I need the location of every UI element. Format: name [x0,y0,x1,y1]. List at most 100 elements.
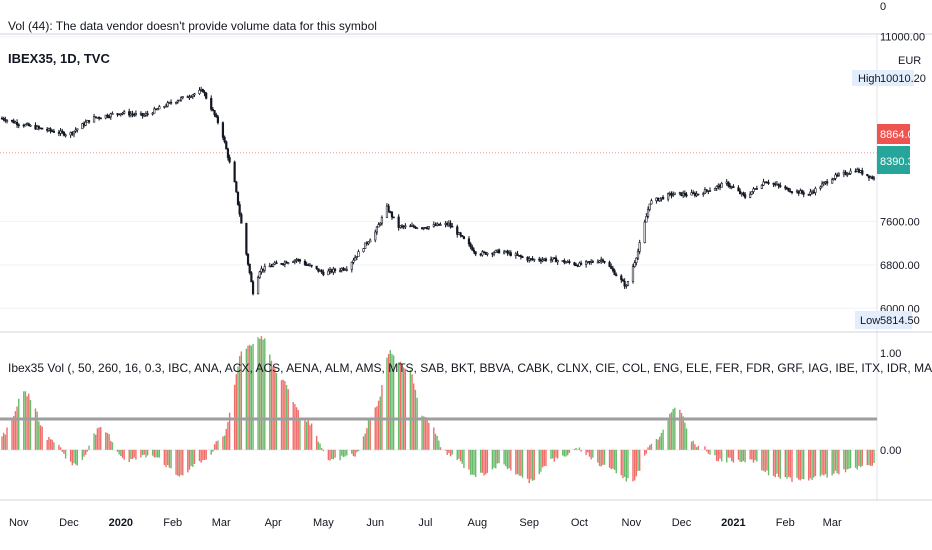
candle-body [397,216,400,228]
candle-body [447,222,450,226]
indicator-pane[interactable]: Ibex35 Vol (, 50, 260, 16, 0.3, IBC, ANA… [0,336,932,484]
candle-body [842,171,845,175]
histogram-bar [249,344,251,450]
histogram-bar [14,411,17,450]
histogram-bar [439,447,442,450]
price-pane[interactable]: IBEX35, 1D, TVC [0,36,877,309]
candle-body [74,129,77,132]
candle-body [491,252,494,255]
histogram-bar [695,447,698,450]
histogram-bar [2,432,5,450]
histogram-bar [225,428,227,450]
histogram-bar [63,449,65,454]
histogram-bar [749,449,751,460]
histogram-bar [602,449,604,465]
candle-body [338,270,342,272]
candle-body [638,242,641,252]
candle-body [268,265,271,268]
candle-body [869,176,872,179]
candle-body [573,262,576,266]
histogram-bar [262,339,264,450]
candle-body [543,258,546,261]
candle-body [662,196,665,200]
candle-body [846,173,849,176]
histogram-bar [451,449,453,455]
histogram-bar [424,417,427,450]
histogram-bar [259,338,261,450]
candle-body [133,113,136,116]
histogram-bar [767,449,770,476]
candle-body [106,114,109,118]
candle-body [854,170,857,173]
histogram-bar [660,432,663,450]
candle-body [365,242,368,245]
candle-body [810,191,814,194]
histogram-bar [844,449,847,473]
histogram-bar [573,448,576,450]
candle-body [819,186,822,189]
histogram-bar [799,449,802,481]
candle-body [866,173,869,177]
histogram-bar [310,423,313,450]
candle-body [580,262,583,265]
histogram-bar [404,368,407,450]
histogram-bar [1,436,3,450]
symbol-title: IBEX35, 1D, TVC [8,51,110,66]
candle-body [621,279,625,282]
candle-body [164,105,168,108]
candle-body [790,191,794,193]
candle-body [482,251,486,254]
histogram-bar [28,393,30,450]
candle-body [585,261,588,265]
candle-body [760,184,763,189]
histogram-bar [520,449,522,476]
candle-body [857,169,861,173]
candle-body [238,204,241,215]
candle-body [364,242,367,249]
histogram-bar [444,449,447,451]
time-axis[interactable]: Nov Dec 2020 Feb Mar Apr May Jun Jul Aug Sep Oct Nov… [9,517,842,529]
candle-body [795,190,799,193]
histogram-bar [553,449,556,462]
histogram-bar [575,447,577,450]
histogram-bar [598,449,601,466]
histogram-bar [356,449,358,453]
histogram-bar [739,449,741,462]
histogram-bar [381,385,383,450]
candle-body [190,96,193,99]
histogram-bar [118,449,120,455]
candle-body [320,270,323,273]
histogram-bar [11,418,13,450]
histogram-bar [684,422,686,450]
volume-pane[interactable]: Vol (44): The data vendor doesn't provid… [8,1,886,33]
histogram-bar [861,449,863,466]
time-axis-label: Nov [622,517,642,529]
candle-body [690,192,693,196]
candle-body [797,190,800,194]
histogram-bar [200,449,202,463]
price-candles [0,86,876,296]
histogram-bar [458,449,460,459]
candle-body [519,255,522,257]
histogram-bar [59,447,62,450]
candle-body [660,196,663,199]
histogram-bar [13,416,15,450]
histogram-bar [809,449,812,479]
volume-axis-label: 0 [880,1,886,13]
histogram-bar [538,449,540,475]
histogram-bar [506,449,509,470]
candle-body [787,187,790,192]
candle-body [849,170,852,174]
candle-body [163,106,166,108]
candle-body [703,189,707,194]
candle-body [812,191,815,194]
candle-body [596,261,599,264]
histogram-bar [83,449,85,457]
current-price-badge-bg [877,146,910,174]
candle-body [61,130,64,133]
candle-body [673,192,676,195]
histogram-bar [811,449,813,480]
histogram-bar [791,449,793,482]
